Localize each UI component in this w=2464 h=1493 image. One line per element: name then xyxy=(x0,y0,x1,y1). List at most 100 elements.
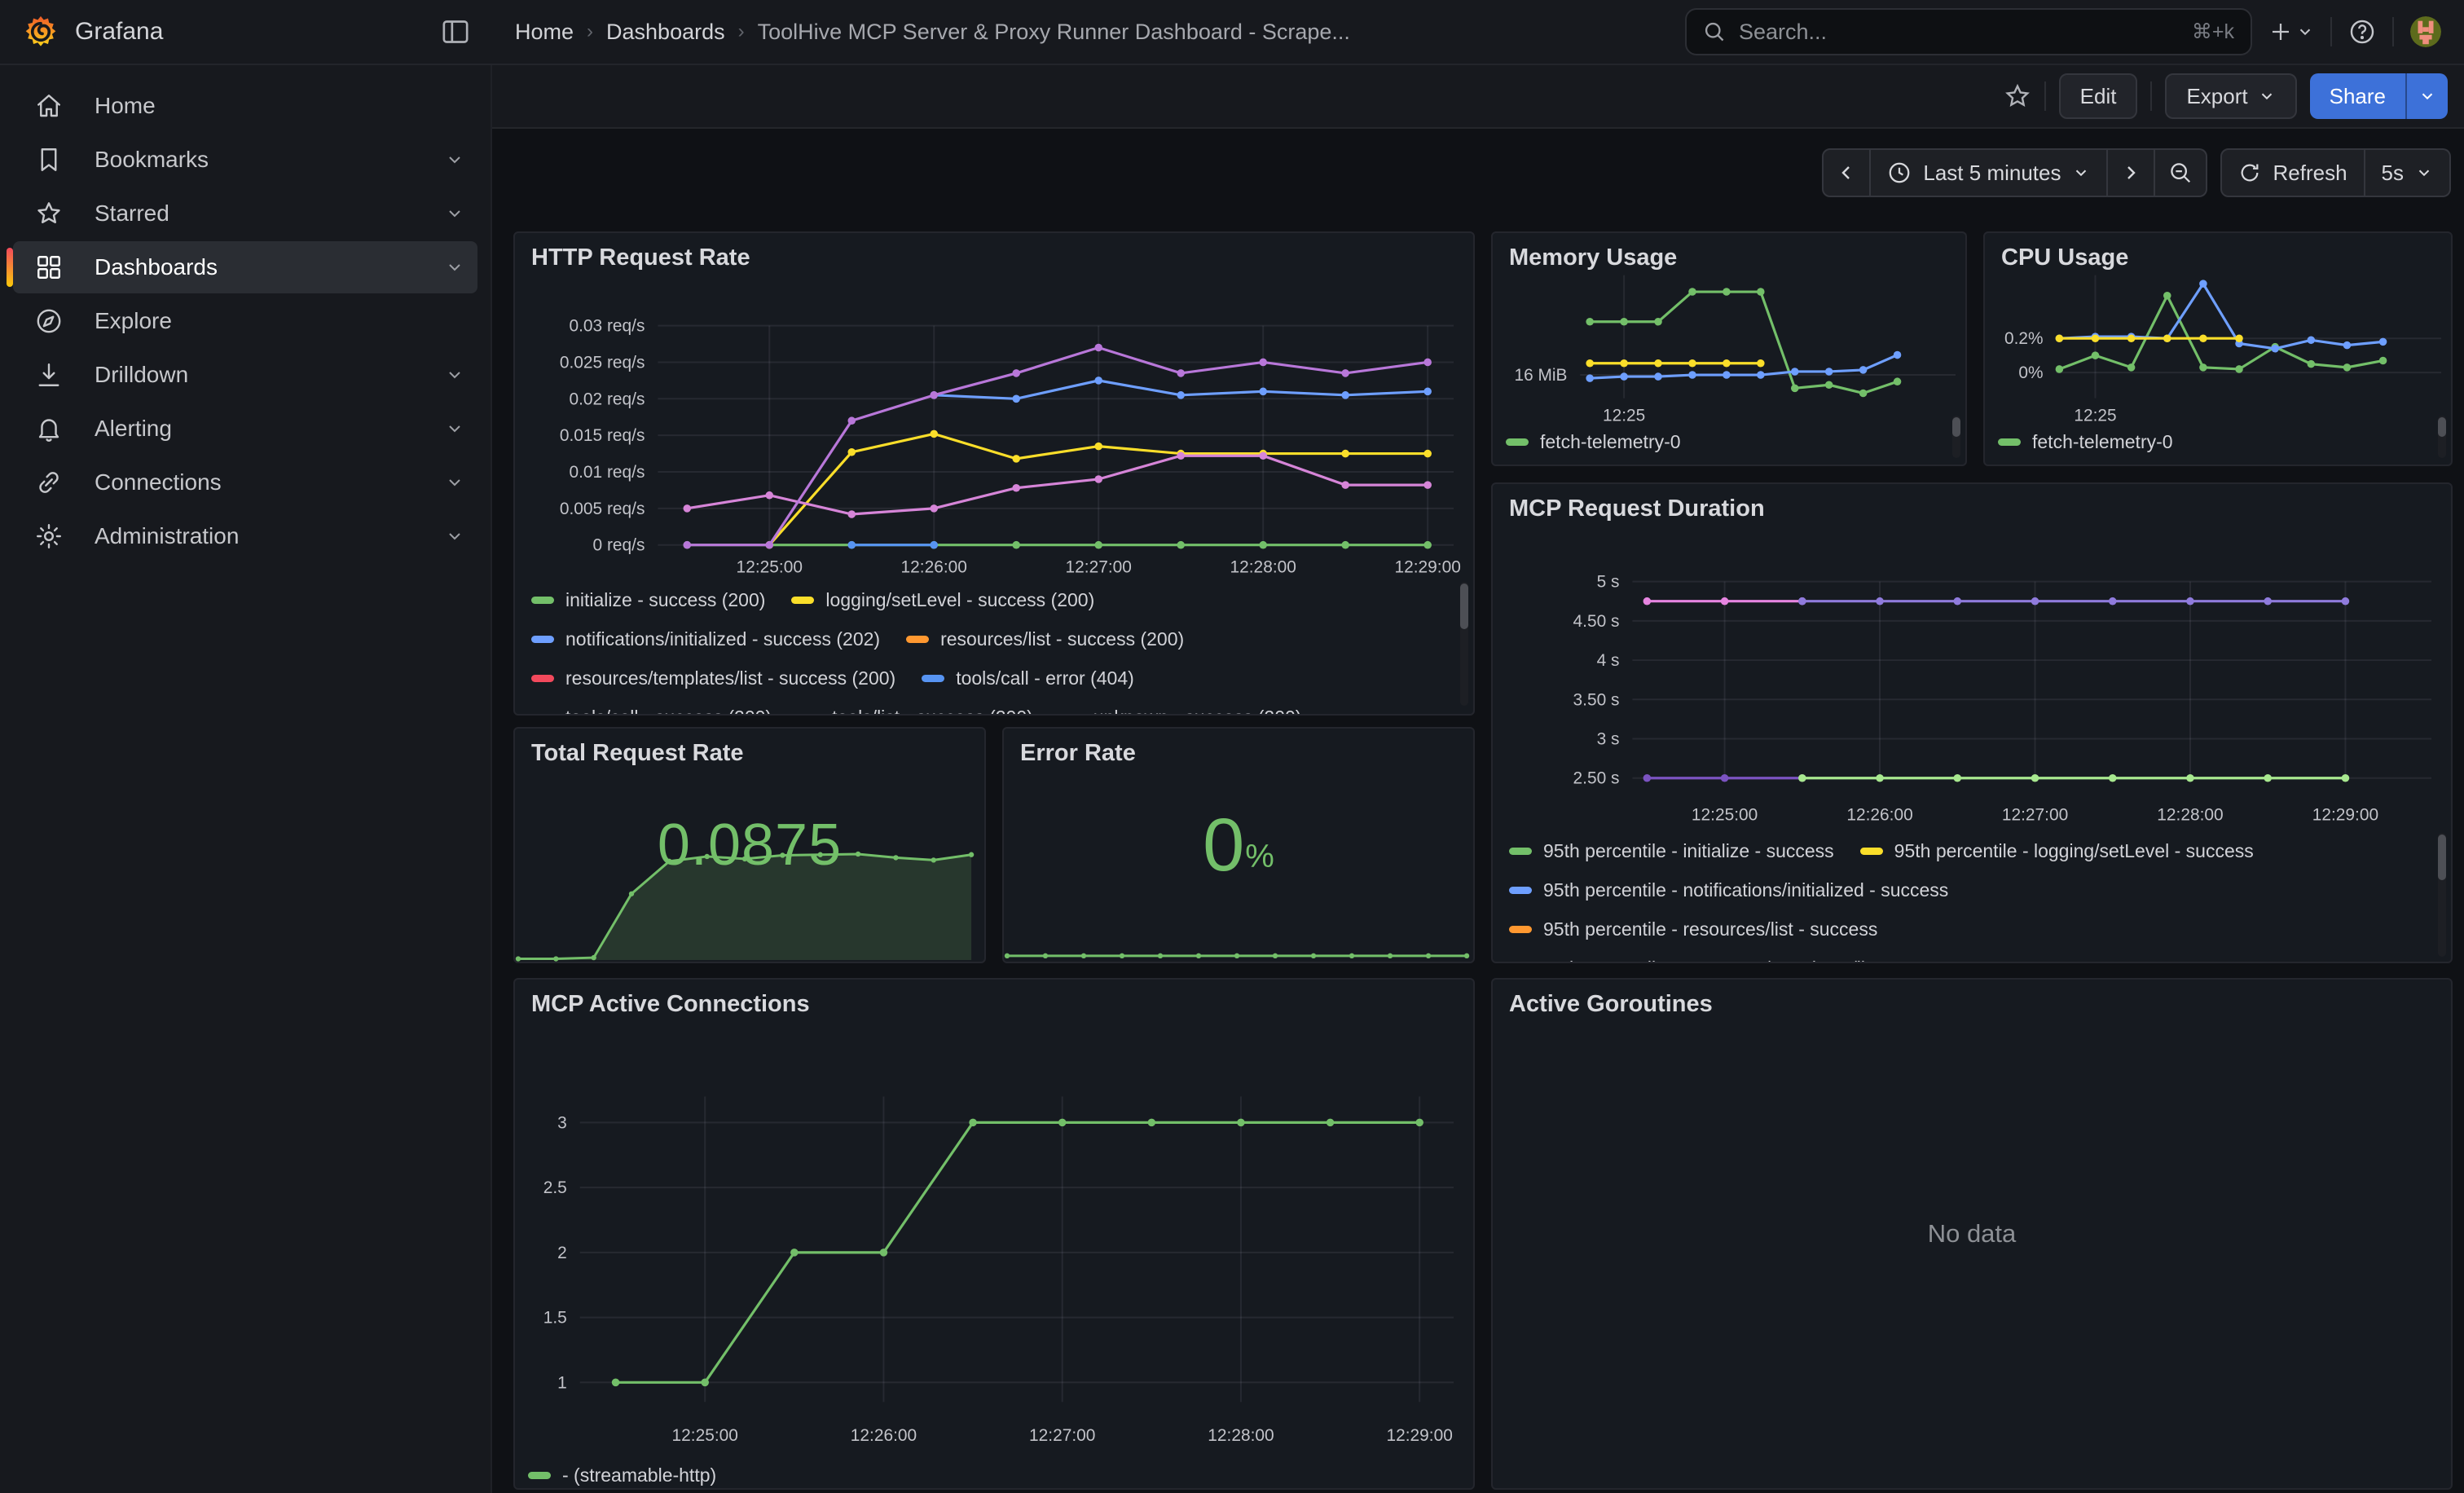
legend-item[interactable]: 95th percentile - resources/templates/li… xyxy=(1509,958,1964,962)
time-range-group: Last 5 minutes xyxy=(1822,148,2208,197)
legend-item[interactable]: resources/list - success (200) xyxy=(906,628,1184,650)
legend-row: 95th percentile - initialize - success 95… xyxy=(1509,831,2425,870)
breadcrumb-home[interactable]: Home xyxy=(515,19,574,44)
legend-label: tools/list - success (200) xyxy=(832,707,1033,715)
svg-text:12:25: 12:25 xyxy=(1603,406,1645,425)
mcp-request-duration-chart[interactable]: 5 s 4.50 s 4 s 3.50 s 3 s 2.50 s 12:25:00 12:26… xyxy=(1493,484,2451,963)
legend-item[interactable]: notifications/initialized - success (202… xyxy=(531,628,880,650)
sidebar-item-dashboards[interactable]: Dashboards xyxy=(7,241,477,293)
error-rate-sparkline xyxy=(1004,953,1470,959)
time-forward-button[interactable] xyxy=(2108,148,2156,197)
total-request-rate-value: 0.0875 xyxy=(657,813,843,878)
panel-title: MCP Request Duration xyxy=(1509,495,1765,522)
sidebar-item-home[interactable]: Home xyxy=(13,80,477,132)
chevron-down-icon[interactable] xyxy=(445,526,464,546)
clock-icon xyxy=(1890,162,1910,183)
active-indicator xyxy=(7,302,13,341)
chevron-down-icon[interactable] xyxy=(445,258,464,277)
edit-button[interactable]: Edit xyxy=(2058,73,2138,119)
time-back-button[interactable] xyxy=(1822,148,1872,197)
cpu-usage-chart[interactable]: 0.2% 0% 12:25 xyxy=(1985,233,2451,466)
sidebar-item-drilldown[interactable]: Drilldown xyxy=(13,349,477,401)
legend-item[interactable]: 95th percentile - logging/setLevel - suc… xyxy=(1859,840,2254,862)
search-input[interactable]: Search... ⌘+k xyxy=(1685,8,2252,55)
mcp-active-connections-chart[interactable]: 3 2.5 2 1.5 1 12:25:00 12:26:00 12:27:00 12:28:0… xyxy=(515,980,1473,1490)
chevron-down-icon xyxy=(2422,93,2433,100)
legend-label: 95th percentile - notifications/initiali… xyxy=(1543,879,1949,901)
panel-mcp-active-connections: MCP Active Connections 3 2.5 2 1.5 1 12:25:00… xyxy=(513,978,1475,1490)
legend-item[interactable]: logging/setLevel - success (200) xyxy=(791,589,1094,611)
svg-text:12:27:00: 12:27:00 xyxy=(1066,558,1132,577)
sidebar-item-bookmarks[interactable]: Bookmarks xyxy=(13,134,477,186)
export-button[interactable]: Export xyxy=(2165,73,2297,119)
sidebar-item-connections[interactable]: Connections xyxy=(13,456,477,509)
help-icon[interactable] xyxy=(2348,18,2376,46)
legend-scrollbar[interactable] xyxy=(1952,416,1960,458)
legend-label: initialize - success (200) xyxy=(565,588,766,610)
grafana-logo[interactable] xyxy=(23,14,59,50)
sidebar-item-explore[interactable]: Explore xyxy=(13,295,477,347)
legend-item[interactable]: resources/templates/list - success (200) xyxy=(531,667,895,689)
legend-item[interactable]: 95th percentile - resources/list - succe… xyxy=(1509,918,1877,940)
sidebar-item-alerting[interactable]: Alerting xyxy=(13,403,477,455)
svg-text:12:25: 12:25 xyxy=(2074,406,2116,425)
sidebar-item-label: Drilldown xyxy=(95,362,189,387)
legend-item[interactable]: fetch-telemetry-0 xyxy=(1998,431,2173,453)
legend-row: fetch-telemetry-0 xyxy=(1506,422,1939,461)
search-placeholder: Search... xyxy=(1739,19,1828,44)
legend-item[interactable]: tools/list - success (200) xyxy=(798,707,1033,715)
panel-total-request-rate: Total Request Rate 0.0875 xyxy=(513,727,986,963)
legend-scrollbar[interactable] xyxy=(2438,416,2446,458)
memory-usage-chart[interactable]: 16 MiB 12:25 xyxy=(1493,233,1965,466)
refresh-button[interactable]: Refresh xyxy=(2220,148,2365,197)
svg-text:0.02 req/s: 0.02 req/s xyxy=(569,390,645,408)
toolbar-divider xyxy=(2150,81,2153,111)
svg-text:12:25:00: 12:25:00 xyxy=(672,1426,738,1445)
legend-item[interactable]: - (streamable-http) xyxy=(528,1464,716,1486)
zoom-out-button[interactable] xyxy=(2155,148,2208,197)
legend-item[interactable]: tools/call - error (404) xyxy=(922,667,1134,689)
legend-item[interactable]: unknown - success (200) xyxy=(1058,707,1301,714)
top-nav: Grafana Home › Dashboards › ToolHive MCP… xyxy=(0,0,2464,65)
svg-text:12:26:00: 12:26:00 xyxy=(901,558,967,577)
sidebar-item-label: Connections xyxy=(95,469,222,495)
time-range-picker[interactable]: Last 5 minutes xyxy=(1871,148,2109,197)
legend-label: 95th percentile - resources/templates/li… xyxy=(1543,958,1964,962)
zoom-out-icon xyxy=(2171,163,2191,183)
active-indicator xyxy=(7,248,13,287)
svg-text:12:27:00: 12:27:00 xyxy=(2002,806,2068,825)
svg-text:2.50 s: 2.50 s xyxy=(1573,769,1620,788)
user-avatar[interactable] xyxy=(2410,16,2441,47)
chevron-down-icon[interactable] xyxy=(445,150,464,170)
breadcrumb-dashboards[interactable]: Dashboards xyxy=(606,19,725,44)
favorite-star-icon[interactable] xyxy=(2004,82,2031,110)
chevron-down-icon[interactable] xyxy=(445,204,464,223)
chevron-down-icon[interactable] xyxy=(445,419,464,438)
home-icon xyxy=(33,90,65,122)
legend-label: resources/list - success (200) xyxy=(940,628,1185,650)
breadcrumb-separator: › xyxy=(737,20,745,42)
share-dropdown-button[interactable] xyxy=(2405,73,2448,119)
drilldown-icon xyxy=(33,359,65,391)
legend-item[interactable]: 95th percentile - initialize - success xyxy=(1509,840,1834,862)
legend-item[interactable]: tools/call - success (200) xyxy=(531,707,772,714)
dock-sidebar-icon[interactable] xyxy=(442,20,469,44)
legend-scrollbar[interactable] xyxy=(2438,833,2446,957)
chevron-down-icon[interactable] xyxy=(445,473,464,492)
legend-item[interactable]: initialize - success (200) xyxy=(531,589,765,611)
legend-item[interactable]: fetch-telemetry-0 xyxy=(1506,431,1681,453)
http-request-rate-chart[interactable]: 0 req/s 0.005 req/s 0.01 req/s 0.015 req/s 0… xyxy=(515,233,1473,716)
refresh-group: Refresh 5s xyxy=(2220,148,2451,197)
chevron-down-icon[interactable] xyxy=(445,365,464,385)
active-indicator xyxy=(7,463,13,502)
legend-scrollbar[interactable] xyxy=(1460,582,1468,706)
legend-color-marker xyxy=(531,713,554,714)
legend-item[interactable]: 95th percentile - notifications/initiali… xyxy=(1509,879,1948,901)
share-button[interactable]: Share xyxy=(2309,73,2405,119)
sidebar-item-starred[interactable]: Starred xyxy=(13,187,477,240)
refresh-interval-picker[interactable]: 5s xyxy=(2365,148,2451,197)
nav-right: Search... ⌘+k xyxy=(1685,8,2464,55)
sidebar-item-administration[interactable]: Administration xyxy=(13,510,477,562)
add-new-button[interactable] xyxy=(2268,20,2314,44)
panel-title: MCP Active Connections xyxy=(531,991,810,1017)
